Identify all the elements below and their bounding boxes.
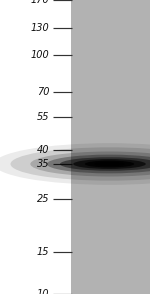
Ellipse shape	[73, 159, 146, 169]
Text: 15: 15	[37, 247, 50, 257]
Text: 70: 70	[37, 87, 50, 97]
Ellipse shape	[0, 143, 150, 185]
Ellipse shape	[30, 151, 150, 176]
Text: 130: 130	[31, 23, 50, 33]
Text: 55: 55	[37, 112, 50, 122]
Ellipse shape	[47, 155, 150, 173]
Ellipse shape	[95, 162, 124, 166]
Text: 100: 100	[31, 50, 50, 60]
Text: 10: 10	[37, 289, 50, 294]
Bar	[70, 0, 150, 294]
Text: 35: 35	[37, 159, 50, 169]
Ellipse shape	[60, 157, 150, 171]
Bar	[0, 0, 70, 294]
Text: 170: 170	[31, 0, 50, 5]
Ellipse shape	[85, 161, 134, 167]
Ellipse shape	[11, 147, 150, 181]
Text: 25: 25	[37, 194, 50, 204]
Text: 40: 40	[37, 145, 50, 155]
